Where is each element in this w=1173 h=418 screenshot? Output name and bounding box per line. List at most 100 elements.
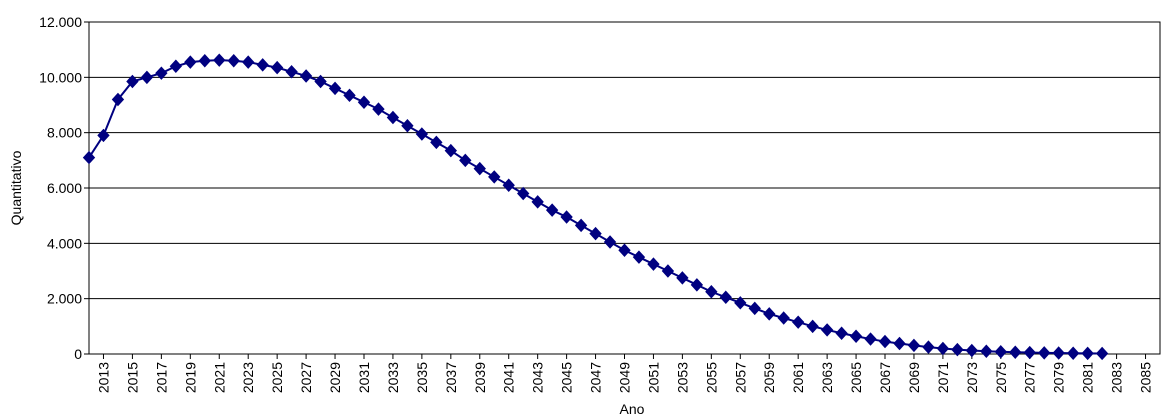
y-axis-label: Quantitativo — [8, 150, 24, 225]
x-tick-label: 2023 — [240, 362, 256, 393]
data-point-marker — [401, 119, 414, 133]
data-point-marker — [97, 128, 110, 143]
data-point-marker — [690, 278, 704, 292]
x-tick-label: 2039 — [472, 362, 488, 393]
x-tick-label: 2085 — [1138, 362, 1154, 393]
x-tick-label: 2029 — [327, 362, 343, 393]
data-point-marker — [849, 329, 863, 344]
data-point-marker — [734, 296, 747, 310]
data-point-marker — [343, 88, 356, 103]
data-point-marker — [936, 341, 950, 356]
data-point-marker — [415, 127, 429, 141]
data-point-marker — [1095, 346, 1109, 361]
x-tick-label: 2079 — [1051, 362, 1067, 393]
data-point-marker — [951, 342, 964, 357]
data-point-marker — [545, 203, 559, 217]
y-tick-label: 12.000 — [39, 14, 82, 30]
x-tick-label: 2073 — [964, 362, 980, 393]
data-point-marker — [328, 81, 342, 96]
data-point-marker — [372, 102, 385, 116]
data-point-marker — [473, 161, 486, 176]
data-point-marker — [111, 92, 125, 107]
x-tick-label: 2025 — [269, 362, 285, 393]
data-point-marker — [213, 53, 226, 67]
data-point-marker — [1052, 346, 1065, 360]
x-tick-label: 2067 — [877, 362, 893, 393]
data-point-marker — [560, 210, 573, 224]
data-point-marker — [184, 55, 197, 69]
data-point-marker — [603, 235, 617, 249]
data-point-marker — [864, 332, 877, 346]
data-point-marker — [1066, 346, 1080, 360]
data-point-marker — [299, 69, 313, 83]
data-point-marker — [198, 53, 211, 68]
data-point-marker — [618, 243, 631, 257]
x-tick-label: 2027 — [298, 362, 314, 393]
data-point-marker — [1081, 346, 1094, 361]
data-point-marker — [169, 59, 183, 74]
gridlines — [89, 21, 1160, 355]
data-point-marker — [256, 58, 269, 72]
x-tick-label: 2075 — [993, 362, 1009, 393]
x-tick-label: 2037 — [443, 362, 459, 393]
x-tick-label: 2049 — [617, 362, 633, 393]
data-point-marker — [82, 150, 96, 165]
data-point-marker — [1009, 345, 1022, 359]
x-tick-label: 2043 — [530, 362, 546, 393]
x-tick-label: 2069 — [906, 362, 922, 393]
data-point-marker — [574, 218, 588, 233]
data-point-marker — [155, 66, 168, 80]
x-tick-label: 2063 — [819, 362, 835, 393]
data-point-marker — [806, 319, 819, 334]
data-point-marker — [748, 301, 761, 316]
x-tick-label: 2077 — [1022, 362, 1038, 393]
y-axis-ticks: 0 2.000 4.000 6.000 8.000 10.000 12.000 — [39, 14, 89, 362]
data-point-marker — [791, 315, 805, 329]
data-point-marker — [994, 345, 1007, 359]
x-tick-label: 2055 — [703, 362, 719, 393]
x-tick-label: 2059 — [761, 362, 777, 393]
data-point-marker — [285, 65, 298, 79]
series-group — [82, 53, 1109, 361]
x-tick-label: 2033 — [385, 362, 401, 393]
data-point-marker — [126, 74, 139, 89]
data-point-marker — [676, 271, 689, 285]
data-point-marker — [444, 143, 458, 158]
x-tick-label: 2057 — [732, 362, 748, 393]
x-tick-label: 2051 — [645, 362, 661, 393]
x-tick-label: 2031 — [356, 362, 372, 393]
data-point-marker — [242, 55, 255, 69]
x-tick-label: 2083 — [1109, 362, 1125, 393]
y-tick-label: 8.000 — [47, 125, 82, 141]
data-point-marker — [632, 250, 646, 264]
x-tick-label: 2019 — [182, 362, 198, 393]
data-point-marker — [459, 153, 472, 168]
data-point-marker — [502, 178, 515, 192]
x-tick-label: 2081 — [1080, 362, 1096, 393]
x-tick-label: 2071 — [935, 362, 951, 393]
data-point-marker — [430, 135, 443, 150]
y-tick-label: 6.000 — [47, 180, 82, 196]
x-tick-label: 2041 — [501, 362, 517, 393]
x-tick-label: 2035 — [414, 362, 430, 393]
data-point-marker — [1023, 345, 1036, 360]
y-tick-label: 2.000 — [47, 291, 82, 307]
x-tick-label: 2065 — [848, 362, 864, 393]
data-point-marker — [488, 170, 501, 184]
data-point-marker — [719, 290, 732, 305]
x-tick-label: 2053 — [674, 362, 690, 393]
data-point-marker — [763, 307, 776, 321]
data-point-marker — [878, 334, 892, 349]
data-point-marker — [270, 60, 284, 75]
data-point-marker — [386, 110, 400, 125]
x-tick-label: 2013 — [95, 362, 111, 393]
x-tick-label: 2061 — [790, 362, 806, 393]
data-point-marker — [893, 336, 906, 351]
data-point-marker — [980, 344, 993, 358]
x-tick-label: 2045 — [559, 362, 575, 393]
data-point-marker — [820, 323, 834, 337]
y-tick-label: 4.000 — [47, 235, 82, 251]
y-tick-label: 0 — [74, 346, 82, 362]
data-point-marker — [647, 257, 660, 271]
